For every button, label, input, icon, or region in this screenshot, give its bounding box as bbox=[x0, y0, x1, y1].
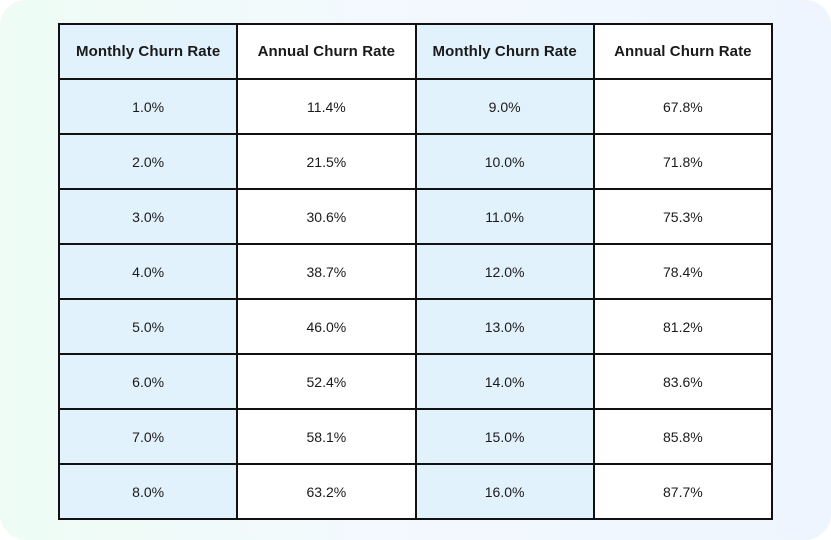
annual-rate-cell: 30.6% bbox=[236, 188, 417, 245]
table-row: 6.0% 52.4% 14.0% 83.6% bbox=[57, 353, 774, 410]
annual-rate-cell: 83.6% bbox=[592, 353, 774, 410]
table-row: 7.0% 58.1% 15.0% 85.8% bbox=[57, 408, 774, 465]
monthly-rate-cell: 11.0% bbox=[414, 188, 595, 245]
annual-rate-cell: 21.5% bbox=[236, 133, 417, 190]
monthly-rate-cell: 5.0% bbox=[57, 298, 239, 355]
annual-rate-cell: 63.2% bbox=[236, 463, 417, 520]
annual-rate-cell: 78.4% bbox=[592, 243, 774, 300]
monthly-rate-cell: 7.0% bbox=[57, 408, 239, 465]
monthly-rate-cell: 16.0% bbox=[414, 463, 595, 520]
annual-rate-cell: 52.4% bbox=[236, 353, 417, 410]
monthly-rate-cell: 8.0% bbox=[57, 463, 239, 520]
table-row: 8.0% 63.2% 16.0% 87.7% bbox=[57, 463, 774, 520]
monthly-rate-cell: 12.0% bbox=[414, 243, 595, 300]
monthly-rate-cell: 6.0% bbox=[57, 353, 239, 410]
header-row: Monthly Churn Rate Annual Churn Rate Mon… bbox=[57, 23, 774, 80]
monthly-rate-cell: 13.0% bbox=[414, 298, 595, 355]
annual-rate-cell: 81.2% bbox=[592, 298, 774, 355]
annual-rate-cell: 87.7% bbox=[592, 463, 774, 520]
header-monthly-churn-rate: Monthly Churn Rate bbox=[57, 23, 239, 80]
header-annual-churn-rate: Annual Churn Rate bbox=[592, 23, 774, 80]
annual-rate-cell: 75.3% bbox=[592, 188, 774, 245]
monthly-rate-cell: 10.0% bbox=[414, 133, 595, 190]
monthly-rate-cell: 3.0% bbox=[57, 188, 239, 245]
annual-rate-cell: 67.8% bbox=[592, 78, 774, 135]
monthly-rate-cell: 14.0% bbox=[414, 353, 595, 410]
annual-rate-cell: 85.8% bbox=[592, 408, 774, 465]
annual-rate-cell: 46.0% bbox=[236, 298, 417, 355]
table-row: 3.0% 30.6% 11.0% 75.3% bbox=[57, 188, 774, 245]
annual-rate-cell: 38.7% bbox=[236, 243, 417, 300]
monthly-rate-cell: 9.0% bbox=[414, 78, 595, 135]
table-row: 1.0% 11.4% 9.0% 67.8% bbox=[57, 78, 774, 135]
monthly-rate-cell: 15.0% bbox=[414, 408, 595, 465]
annual-rate-cell: 11.4% bbox=[236, 78, 417, 135]
annual-rate-cell: 71.8% bbox=[592, 133, 774, 190]
churn-table: Monthly Churn Rate Annual Churn Rate Mon… bbox=[57, 23, 774, 520]
monthly-rate-cell: 1.0% bbox=[57, 78, 239, 135]
monthly-rate-cell: 4.0% bbox=[57, 243, 239, 300]
annual-rate-cell: 58.1% bbox=[236, 408, 417, 465]
table-row: 2.0% 21.5% 10.0% 71.8% bbox=[57, 133, 774, 190]
table-row: 5.0% 46.0% 13.0% 81.2% bbox=[57, 298, 774, 355]
header-annual-churn-rate: Annual Churn Rate bbox=[236, 23, 417, 80]
header-monthly-churn-rate: Monthly Churn Rate bbox=[414, 23, 595, 80]
table-row: 4.0% 38.7% 12.0% 78.4% bbox=[57, 243, 774, 300]
monthly-rate-cell: 2.0% bbox=[57, 133, 239, 190]
